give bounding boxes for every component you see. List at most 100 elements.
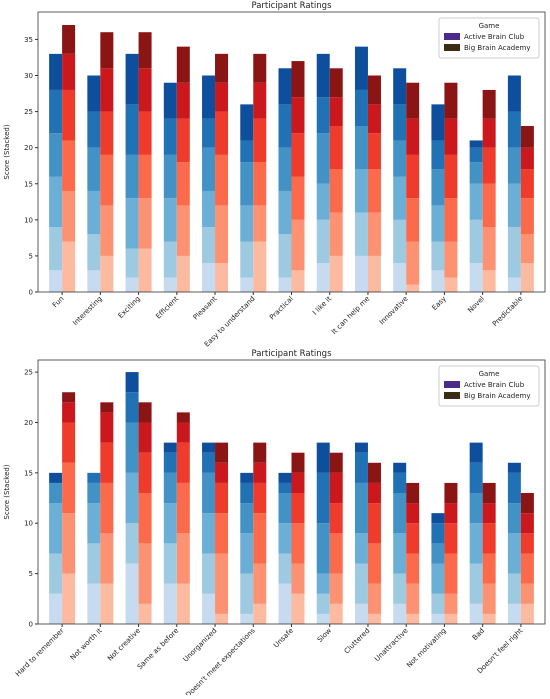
bar-segment	[367, 104, 381, 134]
bar-segment	[176, 46, 190, 83]
bar-segment	[49, 270, 63, 292]
bar-segment	[354, 482, 368, 534]
bar-segment	[354, 212, 368, 256]
bar-segment	[278, 472, 292, 483]
bar-segment	[354, 452, 368, 483]
bar-segment	[163, 82, 177, 119]
bar-segment	[176, 162, 190, 206]
y-axis-label: Score (Stacked)	[3, 124, 11, 179]
bar-segment	[62, 190, 76, 242]
bar-segment	[520, 533, 534, 554]
x-tick-label: Fun	[51, 295, 66, 310]
bar-segment	[125, 104, 139, 155]
bar-segment	[62, 422, 76, 463]
bar-segment	[329, 452, 343, 473]
bar-segment	[125, 277, 139, 292]
bar-segment	[215, 154, 229, 206]
bar-segment	[316, 472, 330, 524]
bar-segment	[444, 482, 458, 504]
bar-segment	[507, 472, 521, 504]
bar-segment	[138, 402, 152, 423]
bar-segment	[316, 442, 330, 473]
chart-title: Participant Ratings	[251, 349, 332, 359]
bar-segment	[87, 270, 101, 292]
bar-segment	[316, 613, 330, 624]
bar-segment	[507, 227, 521, 278]
axes-frame	[37, 359, 546, 625]
bar-segment	[240, 104, 254, 141]
bar-segment	[215, 205, 229, 264]
bar-segment	[100, 402, 114, 413]
bar-segment	[520, 147, 534, 170]
bar-segment	[202, 118, 216, 148]
bar-segment	[393, 176, 407, 220]
legend-label: Big Brain Academy	[464, 44, 531, 52]
bar-segment	[329, 169, 343, 213]
bar-segment	[482, 183, 496, 228]
bar-segment	[49, 482, 63, 504]
x-tick-label: Exciting	[117, 295, 142, 320]
y-tick-label: 0	[29, 289, 33, 297]
bar-segment	[202, 513, 216, 554]
bar-segment	[215, 613, 229, 624]
x-tick-label: Innovative	[378, 295, 410, 327]
bar-segment	[138, 493, 152, 544]
bar-segment	[329, 472, 343, 504]
bar-segment	[138, 68, 152, 112]
bar-segment	[240, 573, 254, 614]
bar-segment	[215, 53, 229, 83]
y-tick-label: 15	[24, 469, 33, 477]
bar-segment	[507, 462, 521, 473]
bar-segment	[163, 118, 177, 155]
bar-segment	[291, 563, 305, 594]
bar-segment	[482, 147, 496, 184]
bar-segment	[87, 147, 101, 191]
bar-segment	[393, 573, 407, 604]
bar-segment	[444, 613, 458, 624]
bar-segment	[406, 198, 420, 242]
bar-segment	[49, 227, 63, 271]
bar-segment	[469, 523, 483, 564]
bar-segment	[278, 147, 292, 191]
bar-segment	[291, 219, 305, 271]
bar-segment	[431, 169, 445, 206]
bar-segment	[520, 493, 534, 514]
bar-segment	[253, 118, 267, 163]
bar-segment	[354, 89, 368, 127]
bar-segment	[507, 503, 521, 534]
bar-segment	[444, 118, 458, 155]
bar-segment	[125, 154, 139, 199]
bar-segment	[100, 205, 114, 256]
legend-box	[438, 365, 540, 407]
bar-segment	[406, 523, 420, 554]
bar-segment	[138, 603, 152, 624]
bar-segment	[520, 126, 534, 148]
bar-segment	[138, 248, 152, 292]
bar-segment	[49, 593, 63, 624]
bar-segment	[138, 452, 152, 494]
bar-segment	[482, 583, 496, 614]
x-tick-label: Hard to remember	[14, 627, 66, 679]
bar-segment	[49, 553, 63, 594]
y-axis-label: Score (Stacked)	[3, 464, 11, 519]
bar-segment	[176, 583, 190, 624]
bar-segment	[215, 82, 229, 112]
y-tick-label: 5	[29, 570, 33, 578]
bar-segment	[202, 593, 216, 624]
bar-segment	[100, 412, 114, 443]
bar-segment	[520, 513, 534, 534]
bar-segment	[482, 523, 496, 554]
bar-segment	[329, 255, 343, 292]
bar-segment	[393, 472, 407, 494]
bar-segment	[202, 472, 216, 514]
bar-segment	[520, 198, 534, 235]
bar-segment	[469, 140, 483, 148]
bar-segment	[87, 543, 101, 584]
bar-segment	[329, 97, 343, 127]
bar-segment	[444, 198, 458, 242]
bar-segment	[507, 111, 521, 148]
bar-segment	[176, 533, 190, 584]
chart-title: Participant Ratings	[251, 1, 332, 11]
x-tick-label: Not worth it	[69, 627, 104, 662]
bar-segment	[393, 140, 407, 177]
